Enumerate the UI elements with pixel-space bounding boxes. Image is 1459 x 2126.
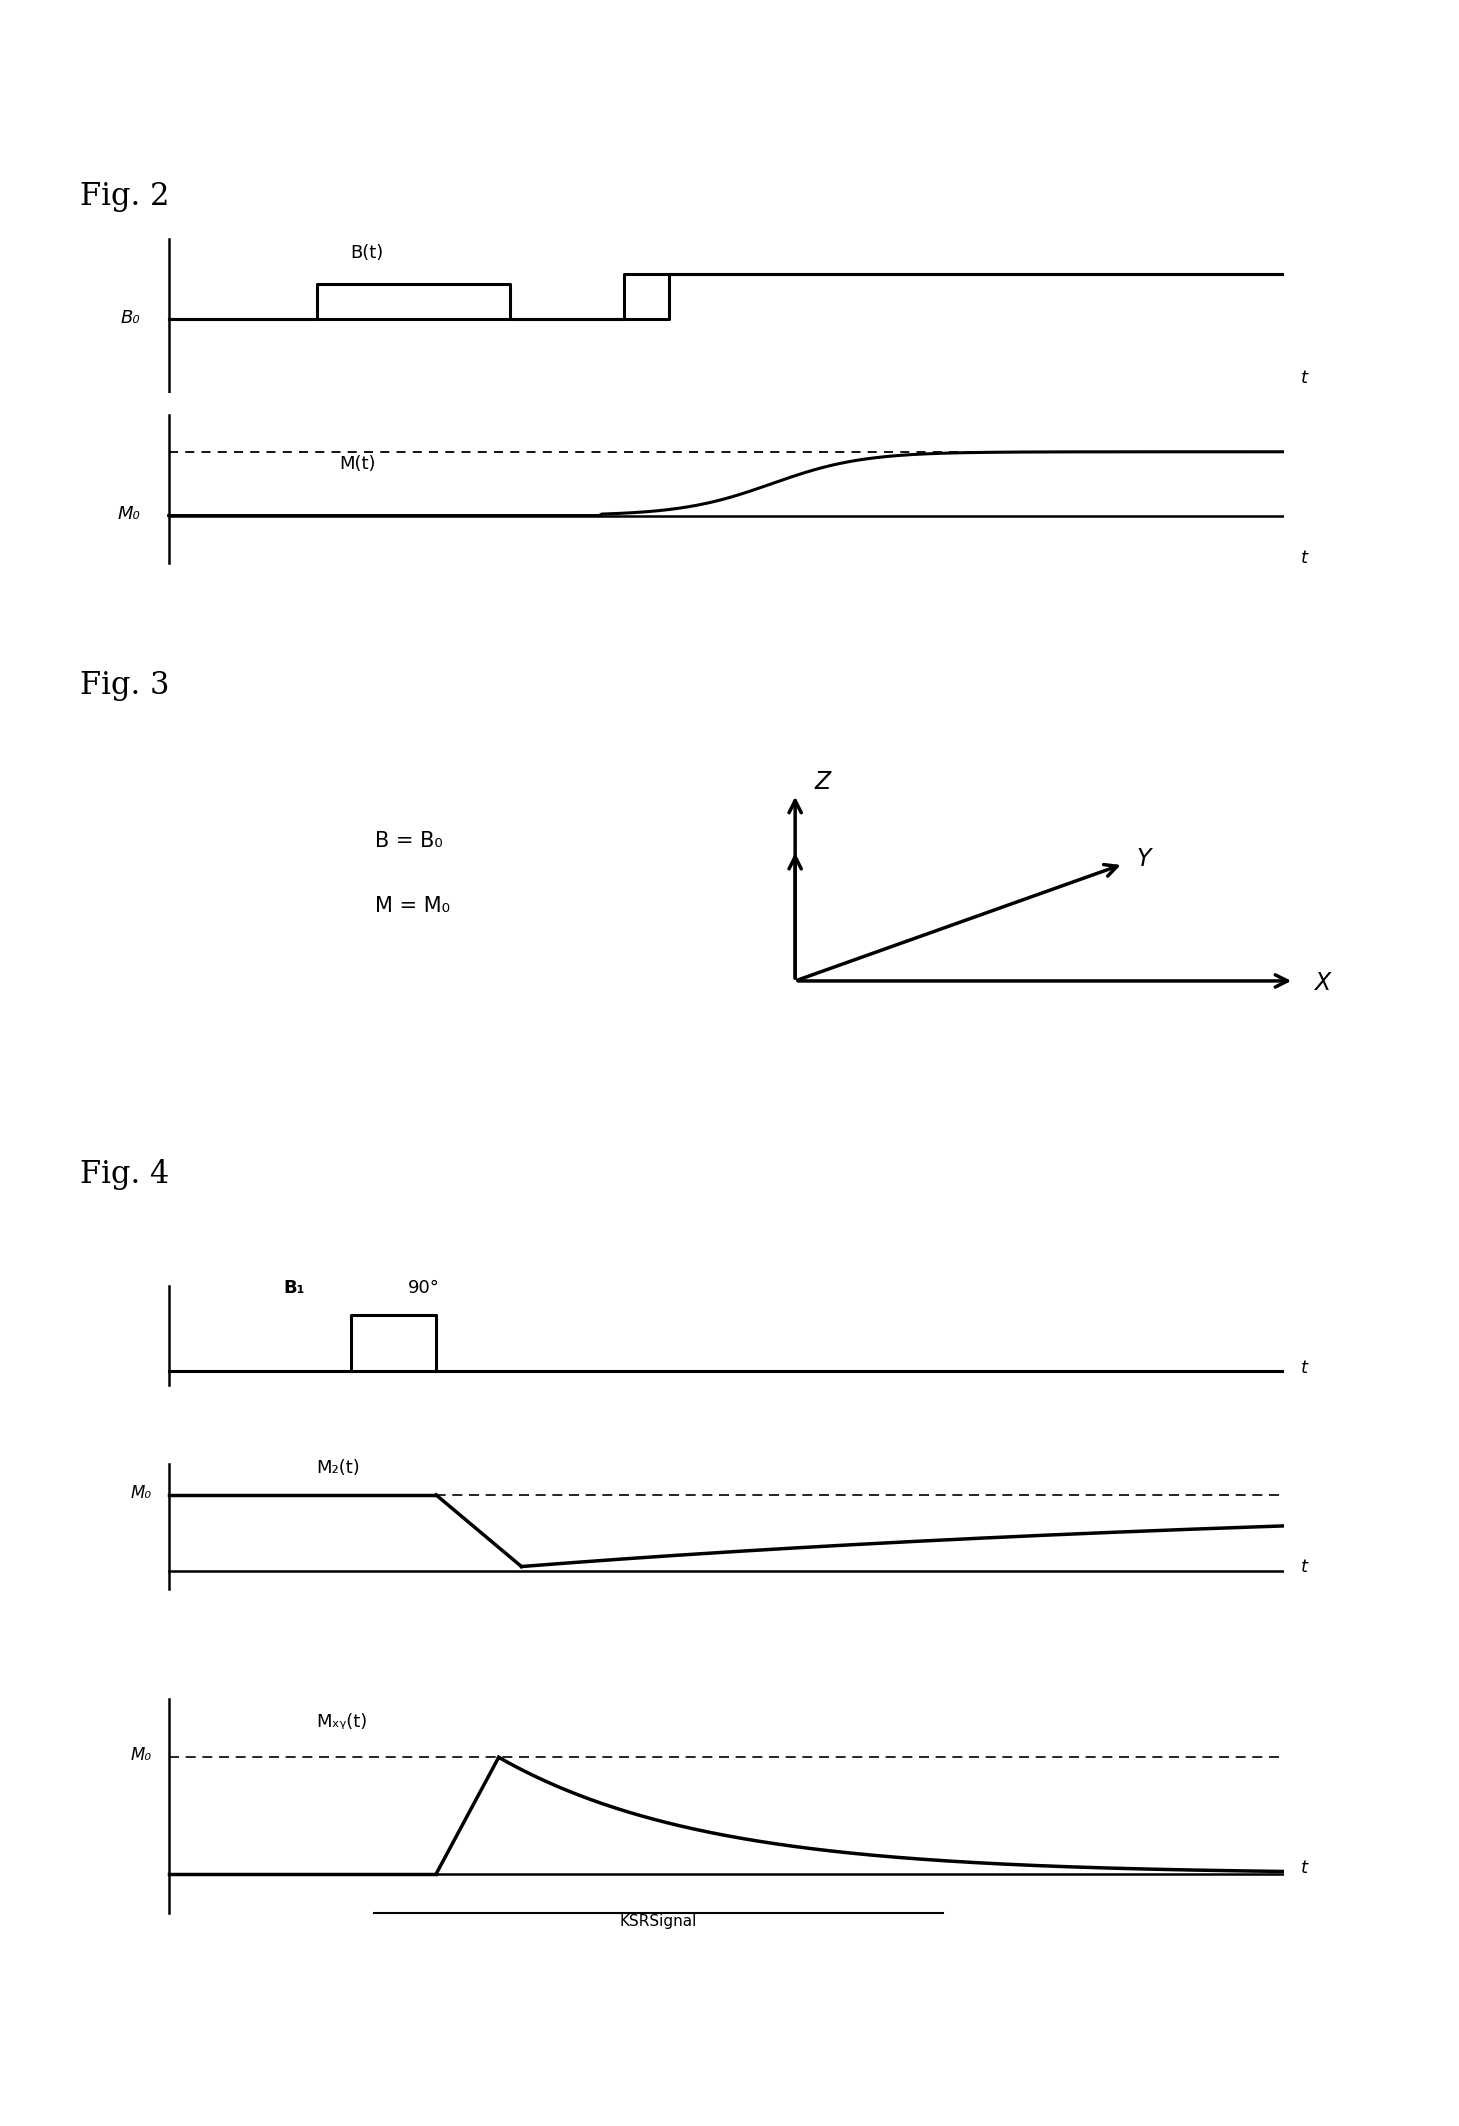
Text: M(t): M(t)	[340, 455, 376, 474]
Text: X: X	[1315, 972, 1331, 995]
Text: Mₓᵧ(t): Mₓᵧ(t)	[317, 1714, 368, 1731]
Text: B₁: B₁	[283, 1280, 305, 1297]
Text: t: t	[1301, 370, 1307, 387]
Text: M₀: M₀	[131, 1484, 152, 1503]
Text: Y: Y	[1137, 848, 1151, 872]
Text: M₀: M₀	[131, 1745, 152, 1765]
Text: t: t	[1301, 1359, 1307, 1378]
Text: t: t	[1301, 549, 1307, 568]
Text: M = M₀: M = M₀	[375, 895, 449, 916]
Text: t: t	[1301, 1558, 1307, 1575]
Text: B₀: B₀	[121, 308, 140, 327]
Text: Fig. 2: Fig. 2	[80, 181, 169, 213]
Text: M₂(t): M₂(t)	[317, 1458, 360, 1478]
Text: 90°: 90°	[407, 1280, 439, 1297]
Text: M₀: M₀	[118, 506, 140, 523]
Text: Fig. 3: Fig. 3	[80, 670, 169, 702]
Text: t: t	[1301, 1858, 1307, 1877]
Text: KSRSignal: KSRSignal	[619, 1913, 697, 1930]
Text: B = B₀: B = B₀	[375, 831, 442, 850]
Text: Z: Z	[816, 770, 832, 795]
Text: Fig. 4: Fig. 4	[80, 1159, 169, 1191]
Text: B(t): B(t)	[350, 244, 384, 261]
